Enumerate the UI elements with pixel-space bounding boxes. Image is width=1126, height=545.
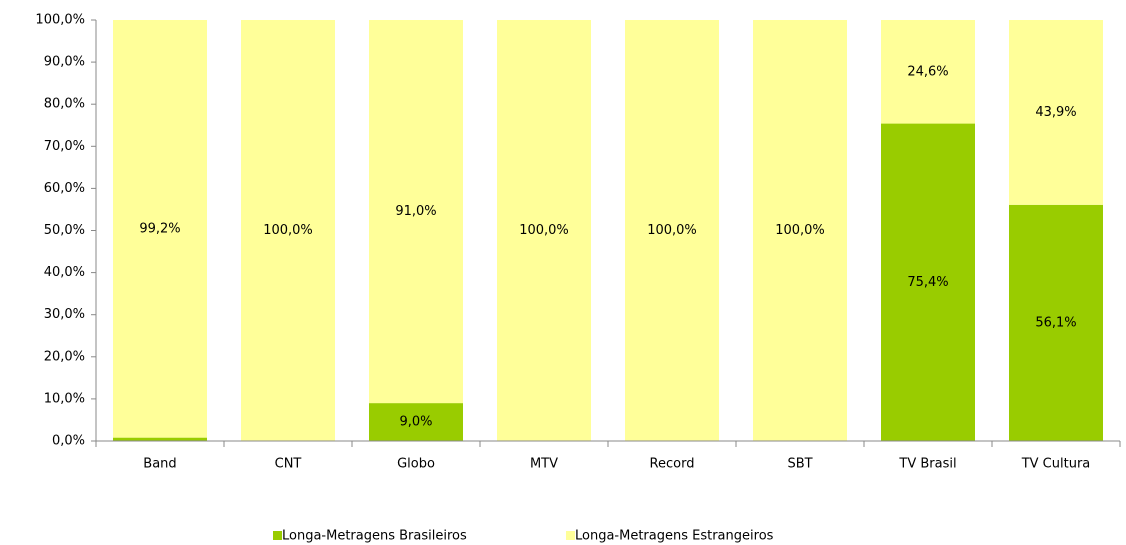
bar-segment xyxy=(369,20,463,404)
legend-swatch xyxy=(273,531,282,540)
y-tick-label: 20,0% xyxy=(44,349,85,364)
x-tick-label: MTV xyxy=(530,457,558,472)
legend-swatch xyxy=(566,531,575,540)
data-label: 100,0% xyxy=(647,223,697,238)
bar-segment xyxy=(625,20,719,441)
bar-segment xyxy=(113,20,207,438)
x-tick-label: Globo xyxy=(397,457,435,472)
y-tick-label: 0,0% xyxy=(52,434,85,449)
data-label: 100,0% xyxy=(775,223,825,238)
data-label: 100,0% xyxy=(263,223,313,238)
bar-segment xyxy=(881,20,975,124)
legend-label: Longa-Metragens Brasileiros xyxy=(282,529,467,544)
x-tick-label: TV Cultura xyxy=(1021,457,1091,472)
y-tick-label: 40,0% xyxy=(44,265,85,280)
data-label: 99,2% xyxy=(139,221,180,236)
data-label: 43,9% xyxy=(1035,105,1076,120)
bar-segment xyxy=(753,20,847,441)
y-tick-label: 60,0% xyxy=(44,181,85,196)
y-tick-label: 100,0% xyxy=(35,13,85,28)
bar-segment xyxy=(1009,204,1103,441)
bar-segment xyxy=(1009,20,1103,205)
bar-segment xyxy=(369,403,463,441)
bar-segment xyxy=(241,20,335,441)
y-tick-label: 50,0% xyxy=(44,223,85,238)
bar-segment xyxy=(113,437,207,441)
x-tick-label: Record xyxy=(650,457,695,472)
data-label: 56,1% xyxy=(1035,315,1076,330)
bar-segment xyxy=(881,123,975,441)
y-tick-label: 70,0% xyxy=(44,139,85,154)
legend-label: Longa-Metragens Estrangeiros xyxy=(575,529,774,544)
data-label: 91,0% xyxy=(395,204,436,219)
x-tick-label: CNT xyxy=(275,457,302,472)
data-label: 24,6% xyxy=(907,64,948,79)
y-tick-label: 90,0% xyxy=(44,55,85,70)
y-tick-label: 10,0% xyxy=(44,391,85,406)
x-tick-label: TV Brasil xyxy=(898,457,956,472)
bar-segment xyxy=(497,20,591,441)
data-label: 75,4% xyxy=(907,275,948,290)
y-tick-label: 80,0% xyxy=(44,97,85,112)
data-label: 100,0% xyxy=(519,223,569,238)
x-tick-label: Band xyxy=(143,457,176,472)
x-tick-label: SBT xyxy=(787,457,812,472)
y-tick-label: 30,0% xyxy=(44,307,85,322)
data-label: 9,0% xyxy=(399,415,432,430)
